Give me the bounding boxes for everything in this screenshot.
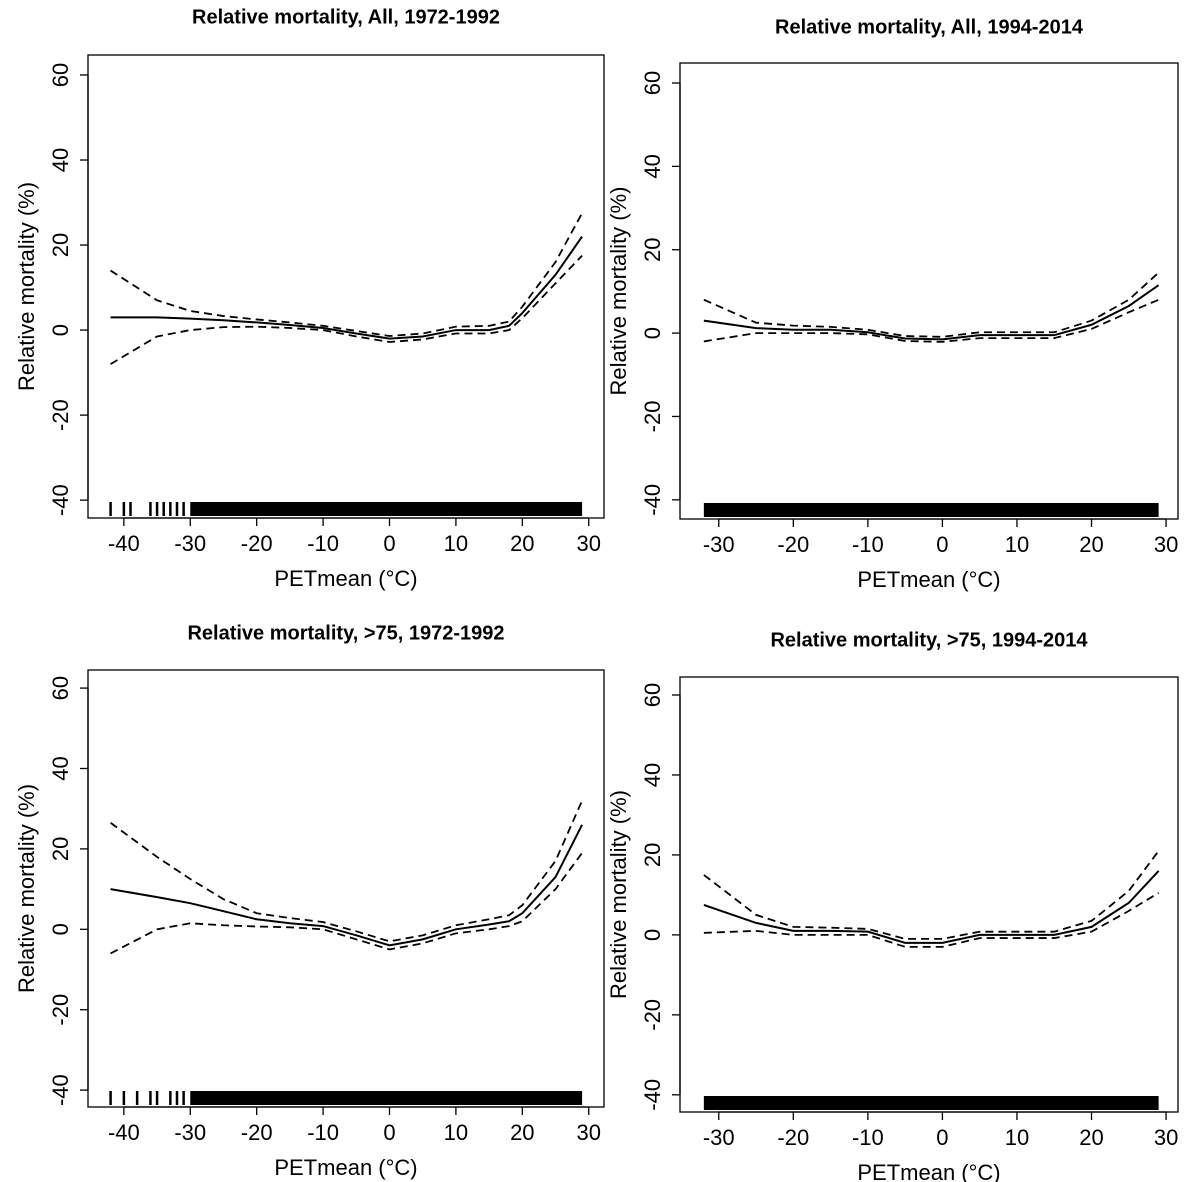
y-axis-label: Relative mortality (%) (606, 790, 631, 999)
x-tick-label: -20 (777, 532, 809, 557)
x-tick-label: -10 (307, 1120, 339, 1145)
x-tick-label: -20 (241, 531, 273, 556)
y-tick-label: -40 (640, 1079, 665, 1111)
y-tick-label: 60 (48, 676, 73, 700)
x-axis-label: PETmean (°C) (857, 567, 1000, 592)
panel: Relative mortality, >75, 1972-1992 -40 -30… (14, 622, 605, 1180)
x-tick-label: 30 (1154, 1125, 1178, 1150)
y-tick-label: 40 (640, 763, 665, 787)
panel: Relative mortality, All, 1994-2014 -30 -20… (606, 16, 1179, 592)
y-tick-label: -20 (640, 401, 665, 433)
x-tick-label: 20 (1079, 532, 1103, 557)
y-tick-label: 60 (640, 71, 665, 95)
x-tick-label: -40 (108, 531, 140, 556)
plot-box (87, 669, 605, 1108)
x-tick-label: -30 (174, 1120, 206, 1145)
x-tick-label: 30 (576, 1120, 600, 1145)
y-tick-label: -40 (640, 484, 665, 516)
confidence-line (703, 850, 1160, 940)
plot-box (679, 676, 1179, 1113)
y-tick-label: 0 (640, 929, 665, 941)
x-tick-label: 0 (383, 531, 395, 556)
y-tick-label: 0 (640, 327, 665, 339)
confidence-line (110, 255, 583, 365)
panel: Relative mortality, All, 1972-1992 -40 -30… (14, 6, 605, 591)
fit-line (110, 824, 583, 947)
x-tick-label: 0 (936, 532, 948, 557)
y-tick-label: -20 (48, 994, 73, 1026)
x-tick-label: 10 (1005, 1125, 1029, 1150)
y-tick-label: -20 (48, 399, 73, 431)
y-tick-label: 40 (48, 148, 73, 172)
y-tick-label: 0 (48, 324, 73, 336)
y-tick-label: -40 (48, 1074, 73, 1106)
x-tick-label: 0 (383, 1120, 395, 1145)
y-tick-label: 40 (48, 756, 73, 780)
x-tick-label: -20 (777, 1125, 809, 1150)
x-axis-label: PETmean (°C) (274, 1155, 417, 1180)
confidence-line (703, 298, 1159, 343)
y-tick-label: 60 (640, 683, 665, 707)
rug-band (703, 503, 1159, 517)
x-tick-label: 10 (444, 531, 468, 556)
x-tick-label: 10 (1005, 532, 1029, 557)
x-tick-label: 20 (1079, 1125, 1103, 1150)
fit-line (703, 284, 1160, 341)
y-tick-label: -40 (48, 484, 73, 516)
x-tick-label: -10 (307, 531, 339, 556)
panel: Relative mortality, >75, 1994-2014 -30 -20… (606, 629, 1179, 1182)
y-tick-label: -20 (640, 999, 665, 1031)
y-tick-label: 20 (48, 233, 73, 257)
x-tick-label: -20 (241, 1120, 273, 1145)
y-tick-label: 20 (640, 237, 665, 261)
x-tick-label: 0 (936, 1125, 948, 1150)
x-tick-label: -40 (108, 1120, 140, 1145)
x-tick-label: -10 (852, 1125, 884, 1150)
confidence-line (703, 892, 1160, 948)
y-tick-label: 20 (640, 843, 665, 867)
x-axis-label: PETmean (°C) (857, 1160, 1000, 1182)
y-axis-label: Relative mortality (%) (606, 186, 631, 395)
y-tick-label: 60 (48, 63, 73, 87)
chart-title: Relative mortality, >75, 1994-2014 (770, 629, 1088, 651)
x-tick-label: -30 (703, 1125, 735, 1150)
x-tick-label: -10 (852, 532, 884, 557)
fit-line (110, 235, 583, 340)
x-tick-label: -30 (174, 531, 206, 556)
confidence-line (110, 212, 583, 337)
x-tick-label: -30 (703, 532, 735, 557)
x-axis-label: PETmean (°C) (274, 566, 417, 591)
y-axis-label: Relative mortality (%) (14, 182, 39, 391)
y-axis-label: Relative mortality (%) (14, 784, 39, 993)
chart-title: Relative mortality, >75, 1972-1992 (187, 622, 504, 644)
fit-line (703, 870, 1160, 944)
y-tick-label: 20 (48, 837, 73, 861)
chart-title: Relative mortality, All, 1972-1992 (192, 6, 500, 28)
plot-box (679, 62, 1179, 520)
x-tick-label: 30 (576, 531, 600, 556)
confidence-line (703, 271, 1160, 338)
x-tick-label: 20 (510, 531, 534, 556)
confidence-line (110, 852, 583, 955)
chart-title: Relative mortality, All, 1994-2014 (775, 16, 1084, 38)
x-tick-label: 10 (444, 1120, 468, 1145)
confidence-line (110, 800, 583, 943)
rug-band (190, 1091, 583, 1105)
rug-band (703, 1096, 1159, 1110)
x-tick-label: 30 (1154, 532, 1178, 557)
x-tick-label: 20 (510, 1120, 534, 1145)
rug-band (190, 502, 583, 516)
plot-box (87, 54, 605, 519)
y-tick-label: 40 (640, 154, 665, 178)
y-tick-label: 0 (48, 923, 73, 935)
